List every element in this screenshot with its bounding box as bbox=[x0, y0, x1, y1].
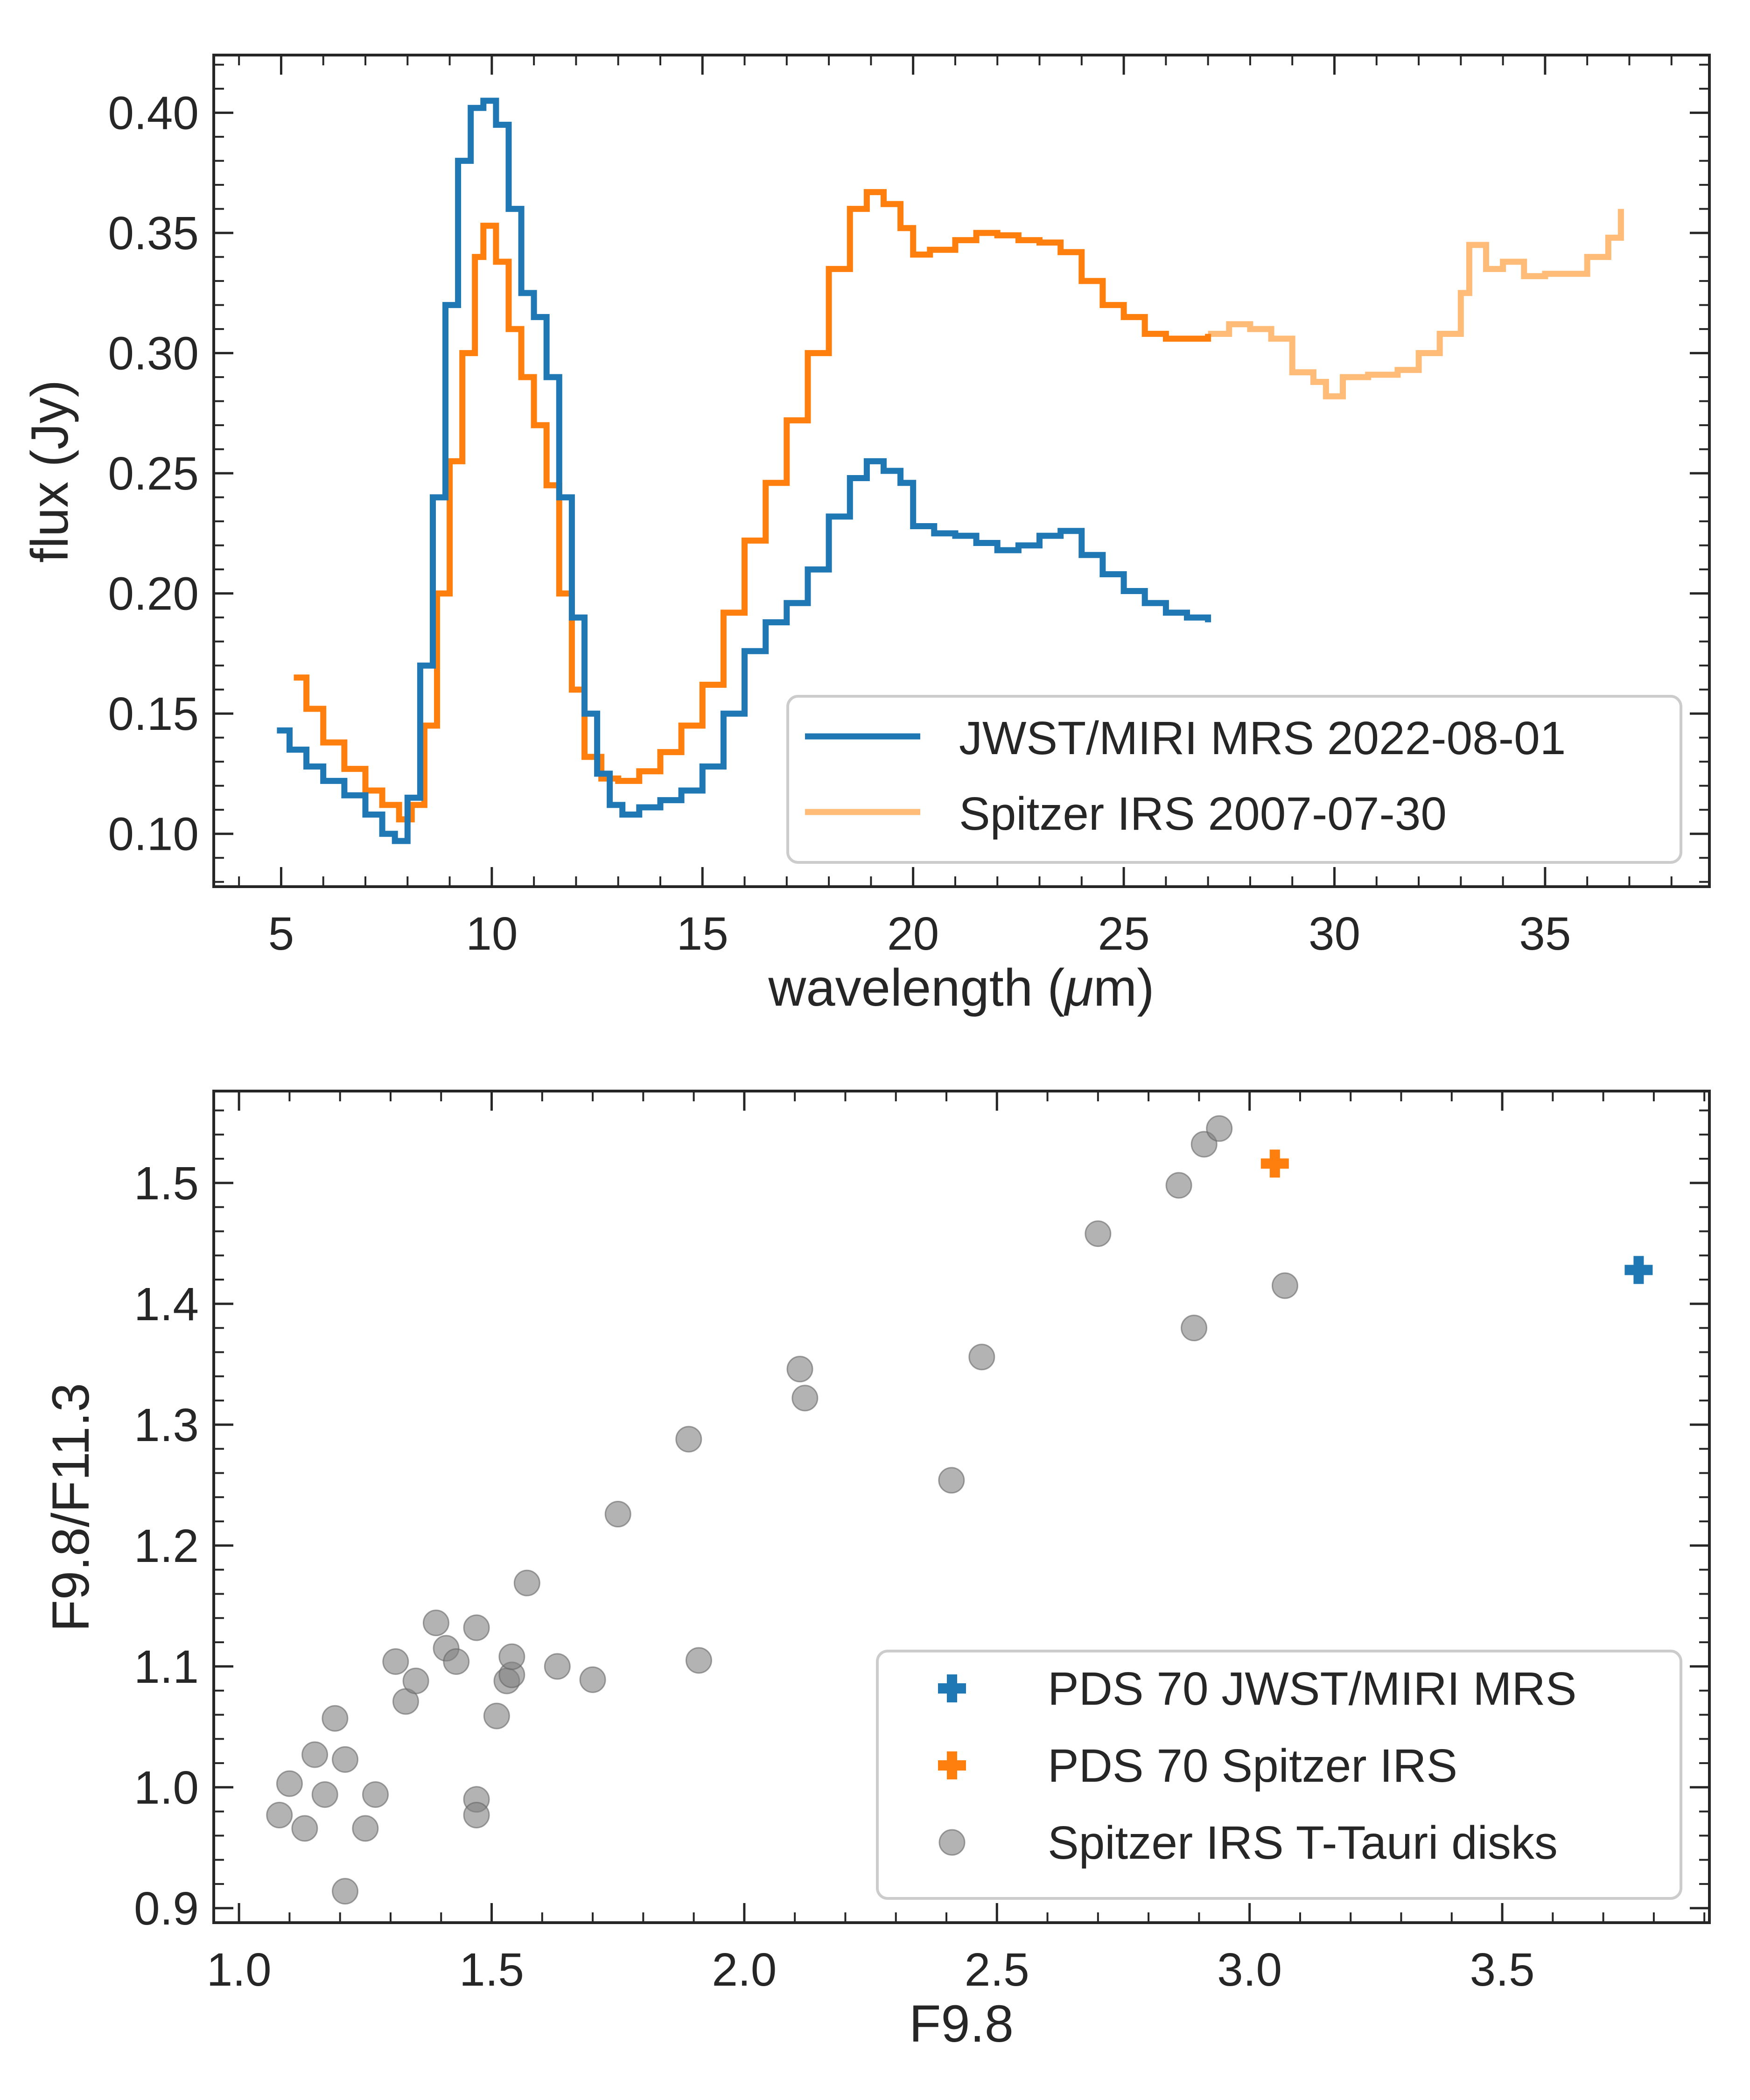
spectrum-y-tick-label: 0.20 bbox=[108, 568, 199, 620]
ttauri-disk-point bbox=[1271, 1272, 1298, 1299]
ratio-x-tick-label: 1.5 bbox=[459, 1944, 524, 1996]
spectrum-axes-frame bbox=[212, 54, 1711, 888]
spectrum-legend-spitzer-label: Spitzer IRS 2007-07-30 bbox=[959, 788, 1447, 840]
ratio-y-tick-label: 1.4 bbox=[134, 1278, 199, 1330]
ratio-y-tick-label: 1.3 bbox=[134, 1399, 199, 1451]
ttauri-disk-point bbox=[675, 1426, 702, 1453]
spectrum-y-tick-label: 0.15 bbox=[108, 688, 199, 740]
spectrum-y-tick-label: 0.35 bbox=[108, 207, 199, 259]
spectrum-y-tick-label: 0.40 bbox=[108, 87, 199, 140]
ttauri-disk-point bbox=[332, 1878, 359, 1905]
pds70-jwst-point bbox=[1624, 1256, 1653, 1284]
ratio-x-tick-label: 3.5 bbox=[1470, 1944, 1535, 1996]
ratio-legend-box bbox=[876, 1650, 1682, 1900]
spectrum-y-tick-label: 0.25 bbox=[108, 448, 199, 500]
ratio-y-tick-label: 1.2 bbox=[134, 1520, 199, 1572]
ttauri-disk-point bbox=[276, 1770, 303, 1797]
ttauri-disk-point bbox=[362, 1781, 389, 1808]
spectrum-spitzer-long-line bbox=[1208, 209, 1624, 399]
ratio-legend-jwst-label: PDS 70 JWST/MIRI MRS bbox=[1048, 1663, 1576, 1715]
ttauri-disk-point bbox=[422, 1610, 449, 1637]
ratio-y-tick-label: 0.9 bbox=[134, 1883, 199, 1935]
spectrum-x-tick-label: 20 bbox=[887, 908, 939, 960]
ratio-plot-area bbox=[266, 1115, 1653, 1905]
spectrum-series-group bbox=[277, 98, 1624, 844]
ratio-y-axis-label: F9.8/F11.3 bbox=[42, 1383, 100, 1631]
spectrum-panel: 5 10 15 20 25 30 35 0.10 0.15 0.20 0.25 0.30 0.35 0.4… bbox=[21, 54, 1711, 1017]
ratio-ticks: 1.0 1.5 2.0 2.5 3.0 3.50.91.01.11.21.31.41.5 bbox=[134, 1091, 1709, 1996]
spectrum-plot-area bbox=[277, 98, 1624, 844]
ttauri-disk-point bbox=[938, 1467, 965, 1494]
ratio-legend-jwst-marker bbox=[938, 1674, 966, 1702]
ttauri-disk-point bbox=[402, 1667, 429, 1694]
ratio-panel: 1.0 1.5 2.0 2.5 3.0 3.50.91.01.11.21.31.41.5 … bbox=[42, 1090, 1711, 2053]
ratio-y-tick-label: 1.5 bbox=[134, 1157, 199, 1210]
ttauri-disk-point bbox=[463, 1614, 490, 1641]
ratio-legend-markers bbox=[938, 1674, 966, 1856]
ttauri-disk-point bbox=[332, 1746, 359, 1773]
spectrum-legend: JWST/MIRI MRS 2022-08-01 Spitzer IRS 200… bbox=[786, 695, 1682, 864]
ttauri-disk-point bbox=[685, 1647, 712, 1674]
ratio-axes-frame bbox=[212, 1090, 1711, 1924]
ratio-legend-spitzer-marker bbox=[938, 1751, 966, 1779]
spectrum-x-axis-label: wavelength (μm) bbox=[768, 959, 1155, 1017]
ttauri-disk-point bbox=[1181, 1315, 1208, 1342]
spectrum-y-axis-label: flux (Jy) bbox=[21, 380, 79, 563]
ttauri-disk-point bbox=[266, 1801, 293, 1828]
spectrum-y-tick-label: 0.10 bbox=[108, 808, 199, 861]
ttauri-disk-point bbox=[579, 1666, 606, 1693]
pds70-spitzer-point bbox=[1260, 1149, 1289, 1178]
ratio-legend-ttauri-label: Spitzer IRS T-Tauri disks bbox=[1048, 1817, 1558, 1869]
ttauri-disk-point bbox=[463, 1801, 490, 1828]
ttauri-disk-point bbox=[1085, 1220, 1112, 1247]
ttauri-disk-point bbox=[544, 1653, 571, 1680]
spectrum-legend-box bbox=[786, 695, 1682, 864]
ratio-x-tick-label: 2.5 bbox=[965, 1944, 1029, 1996]
spectrum-x-tick-label: 30 bbox=[1309, 908, 1360, 960]
ratio-x-tick-label: 3.0 bbox=[1217, 1944, 1282, 1996]
spectrum-spitzer-line bbox=[294, 189, 1211, 823]
ttauri-disk-point bbox=[1165, 1172, 1192, 1199]
ratio-x-tick-label: 2.0 bbox=[712, 1944, 777, 1996]
ttauri-disk-point bbox=[291, 1815, 318, 1842]
spectrum-ticks: 5 10 15 20 25 30 35 0.10 0.15 0.20 0.25 0.30 0.35 0.4… bbox=[108, 55, 1709, 960]
ratio-legend-spitzer-label: PDS 70 Spitzer IRS bbox=[1048, 1740, 1457, 1792]
ttauri-disk-point bbox=[498, 1643, 525, 1670]
ttauri-disk-point bbox=[443, 1648, 470, 1675]
ttauri-disk-point bbox=[311, 1781, 338, 1808]
ttauri-disk-point bbox=[322, 1705, 349, 1732]
spectrum-x-tick-label: 35 bbox=[1519, 908, 1571, 960]
ttauri-disk-point bbox=[1206, 1115, 1233, 1142]
ttauri-disk-point bbox=[968, 1344, 995, 1371]
ratio-legend-ttauri-marker bbox=[938, 1829, 966, 1856]
spectrum-x-tick-label: 25 bbox=[1098, 908, 1149, 960]
ttauri-disk-point bbox=[791, 1385, 819, 1412]
ttauri-disk-point bbox=[483, 1702, 510, 1729]
spectrum-jwst-line bbox=[277, 98, 1211, 844]
ttauri-disk-point bbox=[786, 1356, 813, 1383]
ratio-y-tick-label: 1.1 bbox=[134, 1641, 199, 1693]
ttauri-disk-point bbox=[604, 1501, 631, 1528]
ratio-y-tick-label: 1.0 bbox=[134, 1762, 199, 1814]
spectrum-x-tick-label: 10 bbox=[466, 908, 518, 960]
spectrum-x-tick-label: 5 bbox=[268, 908, 294, 960]
spectrum-x-tick-label: 15 bbox=[677, 908, 728, 960]
ttauri-disk-point bbox=[301, 1741, 329, 1768]
ratio-x-tick-label: 1.0 bbox=[207, 1944, 272, 1996]
ttauri-disk-point bbox=[513, 1569, 540, 1596]
spectrum-legend-jwst-label: JWST/MIRI MRS 2022-08-01 bbox=[959, 712, 1566, 764]
spectrum-y-tick-label: 0.30 bbox=[108, 328, 199, 380]
ratio-x-axis-label: F9.8 bbox=[909, 1995, 1014, 2053]
ratio-legend: PDS 70 JWST/MIRI MRS PDS 70 Spitzer IRS … bbox=[876, 1650, 1682, 1900]
ttauri-disk-point bbox=[382, 1648, 409, 1675]
ttauri-disk-point bbox=[352, 1815, 379, 1842]
